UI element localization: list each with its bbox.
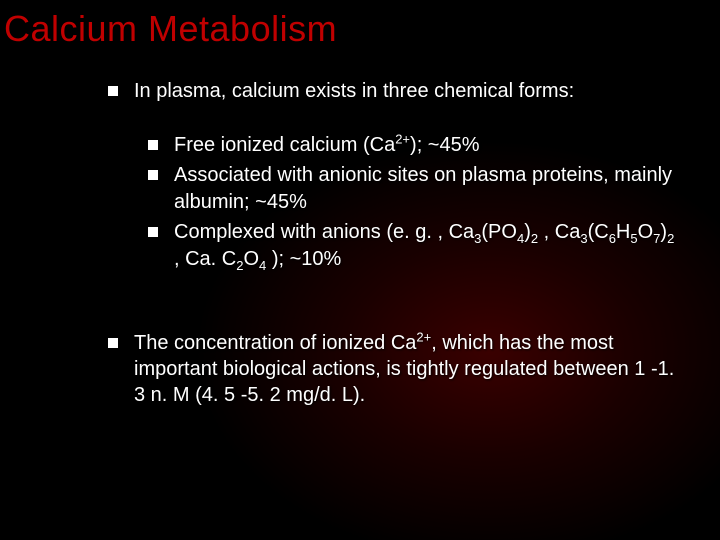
bullet-item: In plasma, calcium exists in three chemi… xyxy=(108,78,680,302)
bullet-list-level1: In plasma, calcium exists in three chemi… xyxy=(108,78,680,408)
bullet-item: The concentration of ionized Ca2+, which… xyxy=(108,330,680,408)
slide-content: In plasma, calcium exists in three chemi… xyxy=(0,50,720,408)
spacer xyxy=(134,276,680,302)
bullet-text: (PO xyxy=(481,221,517,243)
bullet-text: , Ca. C xyxy=(174,248,236,270)
bullet-item: Free ionized calcium (Ca2+); ~45% xyxy=(148,132,680,158)
subscript: 6 xyxy=(609,231,616,246)
bullet-text: , Ca xyxy=(538,221,580,243)
subscript: 2 xyxy=(667,231,674,246)
bullet-item: Complexed with anions (e. g. , Ca3(PO4)2… xyxy=(148,219,680,272)
bullet-text: ); ~45% xyxy=(410,134,479,156)
subscript: 2 xyxy=(531,231,538,246)
subscript: 5 xyxy=(630,231,637,246)
slide-title: Calcium Metabolism xyxy=(0,0,720,50)
bullet-text: (C xyxy=(588,221,609,243)
bullet-text: Complexed with anions (e. g. , Ca xyxy=(174,221,474,243)
subscript: 3 xyxy=(580,231,587,246)
slide: Calcium Metabolism In plasma, calcium ex… xyxy=(0,0,720,540)
bullet-text: The concentration of ionized Ca xyxy=(134,332,416,354)
bullet-text: In plasma, calcium exists in three chemi… xyxy=(134,80,574,102)
bullet-text: O xyxy=(638,221,654,243)
bullet-item: Associated with anionic sites on plasma … xyxy=(148,162,680,215)
bullet-text: Free ionized calcium (Ca xyxy=(174,134,395,156)
superscript: 2+ xyxy=(395,131,410,146)
bullet-text: ) xyxy=(524,221,531,243)
bullet-text: Associated with anionic sites on plasma … xyxy=(174,164,672,212)
bullet-text: O xyxy=(243,248,259,270)
superscript: 2+ xyxy=(416,329,431,344)
bullet-text: H xyxy=(616,221,630,243)
bullet-list-level2: Free ionized calcium (Ca2+); ~45% Associ… xyxy=(148,132,680,272)
bullet-text: ); ~10% xyxy=(266,248,341,270)
